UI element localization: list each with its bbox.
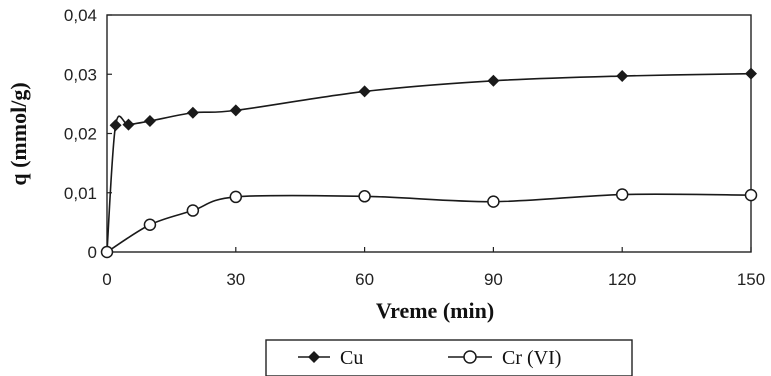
series-line (106, 72, 752, 253)
data-point (186, 106, 199, 119)
data-point (487, 195, 500, 208)
series-layer (100, 67, 758, 259)
data-point (143, 218, 157, 231)
legend: Cu Cr (VI) (265, 339, 633, 376)
y-axis-ticks: 0 0,01 0,02 0,03 0,04 (64, 6, 112, 262)
data-point (109, 119, 122, 132)
data-point (229, 190, 243, 204)
x-tick-label: 120 (608, 270, 636, 289)
legend-label-cu: Cu (340, 347, 363, 369)
data-point (358, 85, 371, 98)
x-axis-ticks: 0 30 60 90 120 150 (102, 247, 765, 289)
y-tick-label: 0,04 (64, 6, 97, 25)
x-axis-title: Vreme (min) (376, 298, 494, 323)
x-tick-label: 150 (737, 270, 765, 289)
data-point (487, 74, 500, 87)
data-point (744, 188, 758, 202)
series-line (106, 193, 752, 253)
y-tick-label: 0,01 (64, 184, 97, 203)
y-axis-title: q (mmol/g) (6, 82, 31, 185)
y-tick-label: 0,03 (64, 65, 97, 84)
x-tick-label: 0 (102, 270, 111, 289)
series-1 (100, 188, 758, 259)
data-point (745, 67, 757, 80)
x-tick-label: 90 (484, 270, 503, 289)
data-point (229, 104, 242, 117)
data-point (616, 70, 629, 83)
data-point (186, 204, 200, 217)
y-tick-label: 0 (88, 243, 97, 262)
legend-marker-cr (463, 350, 477, 364)
legend-label-cr: Cr (VI) (502, 347, 561, 369)
x-tick-label: 30 (226, 270, 245, 289)
series-0 (101, 67, 757, 258)
legend-marker-cu (308, 351, 320, 363)
data-point (615, 188, 629, 201)
y-tick-label: 0,02 (64, 125, 97, 144)
data-point (100, 245, 114, 259)
data-point (122, 118, 135, 131)
data-point (358, 190, 371, 203)
x-tick-label: 60 (355, 270, 374, 289)
data-point (143, 115, 156, 128)
legend-box (265, 339, 633, 376)
plot-area-frame (106, 14, 752, 253)
